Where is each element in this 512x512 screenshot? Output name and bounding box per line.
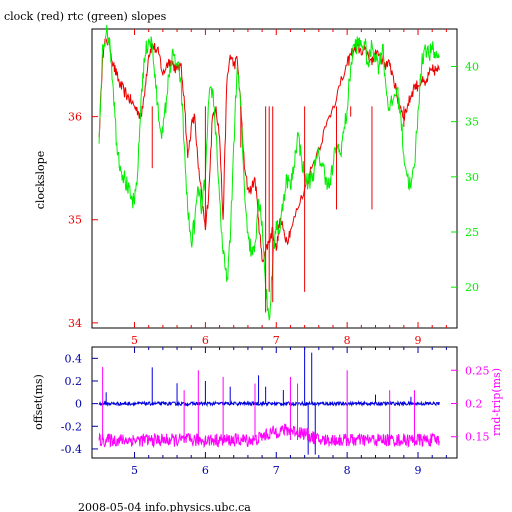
x-tick-label: 7 xyxy=(273,464,280,477)
clock-series-line xyxy=(98,37,440,264)
x-tick-label: 9 xyxy=(415,464,422,477)
y2-tick-label: 0.2 xyxy=(465,397,483,410)
footer-caption: 2008-05-04 info.physics.ubc.ca xyxy=(78,501,251,512)
y2-tick-label: 35 xyxy=(465,116,479,129)
offset-chart: 5 6 7 8 9 -0.4 -0.2 0 0.2 0.4 0.15 0.2 0.25 offset(ms… xyxy=(32,346,503,477)
offset-series-line xyxy=(98,400,440,408)
slopes-chart: 5 6 7 8 9 34 35 36 20 25 30 35 40 clockslope xyxy=(34,25,479,347)
y2-tick-label: 30 xyxy=(465,171,479,184)
plot-frame xyxy=(91,28,458,329)
y-tick-label: 0.4 xyxy=(65,352,83,365)
y-tick-label: -0.4 xyxy=(61,443,82,456)
y-axis-label: clockslope xyxy=(34,151,47,209)
x-tick-label: 9 xyxy=(415,334,422,347)
rtc-series-line xyxy=(98,25,440,321)
y2-tick-label: 25 xyxy=(465,226,479,239)
roundtrip-series-line xyxy=(98,423,440,449)
x-tick-label: 5 xyxy=(131,334,138,347)
x-tick-label: 8 xyxy=(344,334,351,347)
x-tick-label: 5 xyxy=(131,464,138,477)
y-tick-label: 34 xyxy=(68,317,82,330)
x-tick-label: 7 xyxy=(273,334,280,347)
roundtrip-axis-label: rnd-trip(ms) xyxy=(490,368,503,436)
x-tick-label: 6 xyxy=(202,464,209,477)
plot-frame xyxy=(91,346,458,459)
y-tick-label: 36 xyxy=(68,111,82,124)
y-tick-label: 0 xyxy=(75,398,82,411)
y2-tick-label: 20 xyxy=(465,281,479,294)
y2-tick-label: 40 xyxy=(465,61,479,74)
y2-tick-label: 0.15 xyxy=(465,431,490,444)
y-tick-label: -0.2 xyxy=(61,420,82,433)
chart-title: clock (red) rtc (green) slopes xyxy=(4,10,167,23)
y2-tick-label: 0.25 xyxy=(465,364,490,377)
offset-axis-label: offset(ms) xyxy=(32,374,45,430)
y-tick-label: 0.2 xyxy=(65,375,83,388)
x-tick-label: 8 xyxy=(344,464,351,477)
y-tick-label: 35 xyxy=(68,214,82,227)
x-tick-label: 6 xyxy=(202,334,209,347)
